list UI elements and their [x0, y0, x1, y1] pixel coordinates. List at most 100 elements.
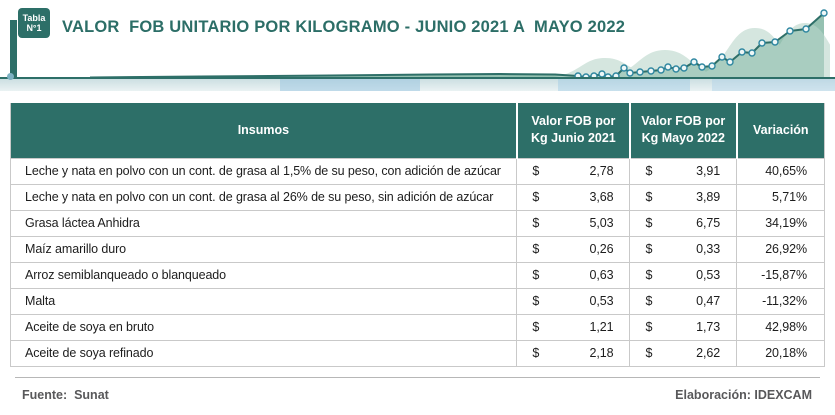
figure-header: Tabla N°1 VALOR FOB UNITARIO POR KILOGRA…: [0, 0, 835, 92]
header-strip: [0, 79, 835, 91]
column-header-variacion: Variación: [736, 103, 825, 158]
sparkline-marker: [626, 69, 634, 77]
table-row: Leche y nata en polvo con un cont. de gr…: [9, 183, 825, 211]
sparkline-marker: [672, 65, 680, 73]
variacion-cell: 20,18%: [736, 339, 825, 367]
currency-symbol: $: [645, 346, 653, 360]
value: 0,53: [696, 268, 721, 282]
page-title: VALOR FOB UNITARIO POR KILOGRAMO - JUNIO…: [62, 18, 626, 36]
table-row: Malta $0,53 $0,47 -11,32%: [9, 287, 825, 315]
value: 0,63: [589, 268, 614, 282]
sparkline-marker: [708, 62, 716, 70]
jun-2021-cell: $0,63: [516, 261, 631, 289]
sparkline-marker: [574, 72, 582, 78]
currency-symbol: $: [532, 190, 540, 204]
sparkline-marker: [657, 66, 665, 74]
sparkline-marker: [820, 9, 828, 17]
sparkline-marker: [738, 48, 746, 56]
variacion-cell: 5,71%: [736, 183, 825, 211]
sparkline-marker: [590, 72, 598, 78]
value: 0,33: [696, 242, 721, 256]
variacion-cell: -15,87%: [736, 261, 825, 289]
sparkline-marker: [680, 64, 688, 72]
jun-2021-cell: $3,68: [516, 183, 631, 211]
source-note: Fuente: Sunat: [22, 388, 109, 402]
currency-symbol: $: [532, 242, 540, 256]
value: 1,21: [589, 320, 614, 334]
strip-segment: [558, 79, 690, 91]
jun-2021-cell: $2,18: [516, 339, 631, 367]
value: 0,47: [696, 294, 721, 308]
currency-symbol: $: [532, 294, 540, 308]
variacion-cell: 34,19%: [736, 209, 825, 237]
jun-2021-cell: $5,03: [516, 209, 631, 237]
may-2022-cell: $0,33: [629, 235, 738, 263]
table-body: Leche y nata en polvo con un cont. de gr…: [9, 157, 825, 367]
variacion-cell: 26,92%: [736, 235, 825, 263]
jun-2021-cell: $0,26: [516, 235, 631, 263]
insumo-cell: Arroz semiblanqueado o blanqueado: [9, 261, 518, 289]
footer-divider: [15, 377, 820, 378]
sparkline-decoration: [85, 8, 830, 78]
elaboration-note: Elaboración: IDEXCAM: [675, 388, 812, 402]
value: 3,68: [589, 190, 614, 204]
currency-symbol: $: [532, 346, 540, 360]
badge-line1: Tabla: [22, 13, 46, 23]
currency-symbol: $: [645, 164, 653, 178]
jun-2021-cell: $2,78: [516, 157, 631, 185]
sparkline-marker: [718, 53, 726, 61]
table-row: Maíz amarillo duro $0,26 $0,33 26,92%: [9, 235, 825, 263]
currency-symbol: $: [532, 164, 540, 178]
sparkline-marker: [620, 64, 628, 72]
badge-line2: N°1: [26, 23, 42, 33]
fob-table: Insumos Valor FOB por Kg Junio 2021 Valo…: [9, 103, 825, 367]
value: 3,89: [696, 190, 721, 204]
value: 2,18: [589, 346, 614, 360]
header-rule: [0, 77, 835, 79]
table-header: Insumos Valor FOB por Kg Junio 2021 Valo…: [10, 103, 825, 158]
value: 2,78: [589, 164, 614, 178]
sparkline-marker: [636, 68, 644, 76]
insumo-cell: Aceite de soya en bruto: [9, 313, 518, 341]
value: 2,62: [696, 346, 721, 360]
insumo-cell: Leche y nata en polvo con un cont. de gr…: [9, 183, 518, 211]
currency-symbol: $: [645, 242, 653, 256]
strip-segment: [280, 79, 420, 91]
currency-symbol: $: [532, 268, 540, 282]
jun-2021-cell: $1,21: [516, 313, 631, 341]
sparkline-marker: [647, 67, 655, 75]
jun-2021-cell: $0,53: [516, 287, 631, 315]
table-row: Aceite de soya refinado $2,18 $2,62 20,18%: [9, 339, 825, 367]
table-row: Leche y nata en polvo con un cont. de gr…: [9, 157, 825, 185]
may-2022-cell: $1,73: [629, 313, 738, 341]
may-2022-cell: $6,75: [629, 209, 738, 237]
sparkline-marker: [758, 39, 766, 47]
column-header-insumos: Insumos: [10, 103, 518, 158]
sparkline-marker: [771, 38, 779, 46]
may-2022-cell: $0,53: [629, 261, 738, 289]
may-2022-cell: $0,47: [629, 287, 738, 315]
badge-pole: [10, 20, 17, 78]
table-header-row: Insumos Valor FOB por Kg Junio 2021 Valo…: [10, 103, 825, 158]
currency-symbol: $: [645, 190, 653, 204]
currency-symbol: $: [645, 320, 653, 334]
sparkline-marker: [690, 58, 698, 66]
variacion-cell: -11,32%: [736, 287, 825, 315]
may-2022-cell: $2,62: [629, 339, 738, 367]
currency-symbol: $: [532, 216, 540, 230]
column-header-jun-2021: Valor FOB por Kg Junio 2021: [516, 103, 631, 158]
sparkline-chart: [89, 9, 830, 78]
insumo-cell: Aceite de soya refinado: [9, 339, 518, 367]
column-header-may-2022: Valor FOB por Kg Mayo 2022: [629, 103, 738, 158]
value: 3,91: [696, 164, 721, 178]
insumo-cell: Leche y nata en polvo con un cont. de gr…: [9, 157, 518, 185]
value: 0,26: [589, 242, 614, 256]
sparkline-marker: [786, 27, 794, 35]
variacion-cell: 42,98%: [736, 313, 825, 341]
value: 1,73: [696, 320, 721, 334]
table-row: Aceite de soya en bruto $1,21 $1,73 42,98%: [9, 313, 825, 341]
sparkline-marker: [612, 72, 620, 78]
variacion-cell: 40,65%: [736, 157, 825, 185]
sparkline-marker: [802, 25, 810, 33]
